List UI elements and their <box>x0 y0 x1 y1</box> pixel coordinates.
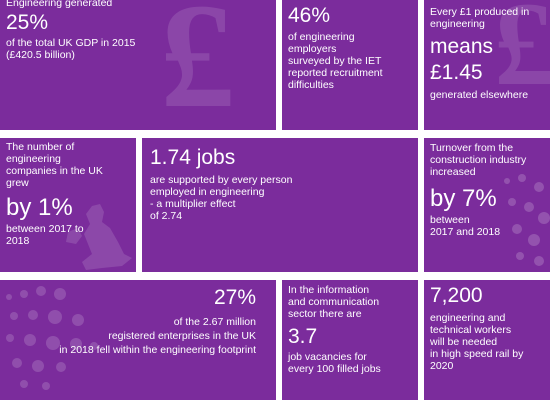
rail-line: 2020 <box>430 360 454 372</box>
turnover-stat: by 7% <box>430 185 497 212</box>
tile-enterprises: 27% of the 2.67 million registered enter… <box>0 280 276 400</box>
tile-jobs-multiplier: 1.74 jobs are supported by every person … <box>142 138 418 272</box>
vacancies-stat: 3.7 <box>288 325 318 348</box>
vacancies-intro: sector there are <box>288 308 362 320</box>
jobs-line: - a multiplier effect <box>150 198 236 210</box>
gdp-intro: Engineering generated <box>6 0 113 9</box>
companies-period: 2018 <box>6 235 30 247</box>
pound-intro: Every £1 produced in <box>430 6 530 18</box>
rail-line: technical workers <box>430 324 512 336</box>
vacancies-desc: every 100 filled jobs <box>288 363 381 375</box>
employers-stat: 46% <box>288 4 331 27</box>
employers-line: difficulties <box>288 79 334 91</box>
gdp-stat: 25% <box>6 11 49 34</box>
enterprises-line: of the 2.67 million <box>173 316 256 328</box>
turnover-period: between <box>430 214 470 226</box>
vacancies-desc: job vacancies for <box>288 351 367 363</box>
enterprises-line: in 2018 fell within the engineering foot… <box>59 344 256 356</box>
tile-employers: 46% of engineering employers surveyed by… <box>282 0 418 130</box>
enterprises-stat: 27% <box>213 286 256 309</box>
gdp-desc: of the total UK GDP in 2015 <box>6 37 136 49</box>
rail-line: engineering and <box>430 312 506 324</box>
jobs-line: of 2.74 <box>150 210 183 222</box>
employers-line: reported recruitment <box>288 67 383 79</box>
enterprises-line: registered enterprises in the UK <box>108 330 256 342</box>
jobs-line: are supported by every person <box>150 174 293 186</box>
employers-line: employers <box>288 43 337 55</box>
rail-line: in high speed rail by <box>430 348 524 360</box>
turnover-intro: increased <box>430 166 476 178</box>
tile-turnover: Turnover from the construction industry … <box>424 138 550 272</box>
tile-companies: The number of engineering companies in t… <box>0 138 136 272</box>
companies-intro: The number of <box>6 141 75 153</box>
tile-vacancies: In the information and communication sec… <box>282 280 418 400</box>
companies-intro: grew <box>6 177 29 189</box>
pound-intro: engineering <box>430 18 485 30</box>
companies-intro: engineering <box>6 153 61 165</box>
gdp-value: (£420.5 billion) <box>6 49 75 61</box>
companies-intro: companies in the UK <box>6 165 103 177</box>
pound-desc: generated elsewhere <box>430 89 529 101</box>
employers-line: surveyed by the IET <box>288 55 382 67</box>
rail-stat: 7,200 <box>430 284 483 307</box>
pound-means: means <box>430 35 494 58</box>
vacancies-intro: and communication <box>288 296 380 308</box>
companies-period: between 2017 to <box>6 223 84 235</box>
tile-high-speed-rail: 7,200 engineering and technical workers … <box>424 280 550 400</box>
turnover-period: 2017 and 2018 <box>430 226 501 238</box>
turnover-intro: construction industry <box>430 154 527 166</box>
jobs-stat: 1.74 jobs <box>150 146 236 169</box>
turnover-intro: Turnover from the <box>430 142 514 154</box>
employers-line: of engineering <box>288 31 355 43</box>
vacancies-intro: In the information <box>288 284 370 296</box>
rail-line: will be needed <box>430 336 498 348</box>
tile-pound-multiplier: £ Every £1 produced in engineering means… <box>424 0 550 130</box>
companies-stat: by 1% <box>6 194 73 221</box>
pound-stat: £1.45 <box>430 61 483 84</box>
jobs-line: employed in engineering <box>150 186 265 198</box>
tile-gdp: £ Engineering generated 25% of the total… <box>0 0 276 130</box>
